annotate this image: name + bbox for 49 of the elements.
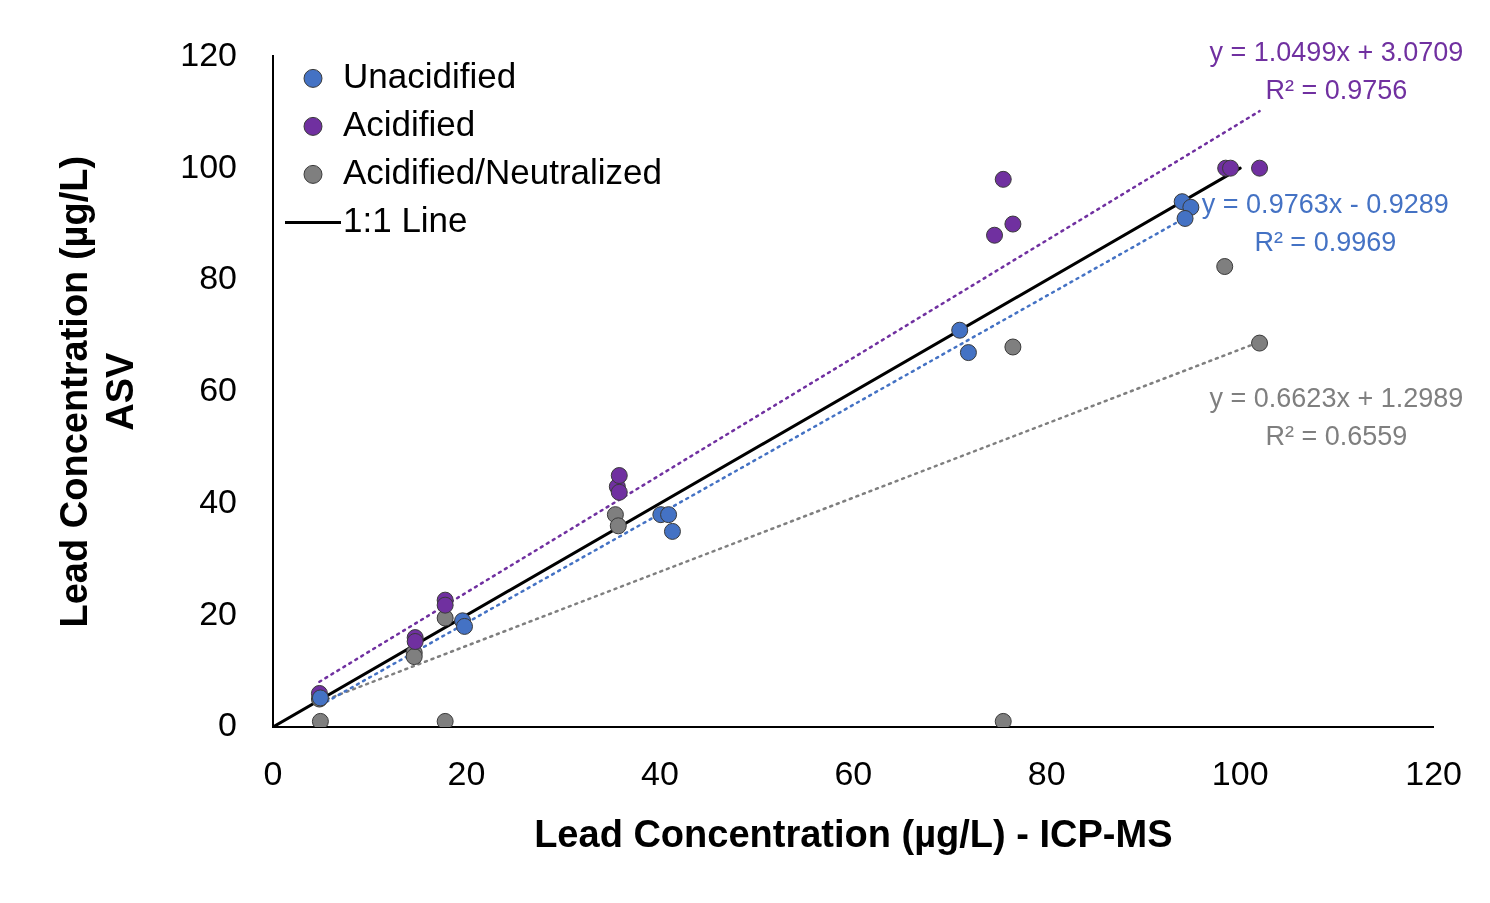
point bbox=[456, 617, 474, 635]
y-tick-label: 60 bbox=[199, 370, 237, 409]
point bbox=[951, 321, 969, 339]
y-tick-label: 100 bbox=[180, 146, 237, 185]
legend-label: Acidified bbox=[343, 104, 476, 144]
y-tick-label: 120 bbox=[180, 34, 237, 73]
point bbox=[610, 467, 628, 485]
series-label: y = 0.6623x + 1.2989 bbox=[1209, 383, 1464, 414]
x-tick-label: 20 bbox=[447, 753, 486, 792]
x-axis-title: Lead Concentration (µg/L) - ICP-MS bbox=[534, 812, 1173, 855]
x-tick-label: 80 bbox=[1027, 753, 1066, 792]
point bbox=[311, 712, 329, 727]
annotation: R² = 0.6559 bbox=[1265, 421, 1408, 452]
x-tick-label: 100 bbox=[1211, 753, 1269, 792]
point bbox=[610, 483, 628, 501]
point bbox=[1004, 338, 1022, 356]
point bbox=[1004, 215, 1022, 233]
point bbox=[436, 712, 454, 727]
point bbox=[406, 633, 424, 650]
series-label: y = 0.9763x - 0.9289 bbox=[1201, 189, 1449, 220]
x-tick-label: 0 bbox=[263, 753, 283, 792]
point bbox=[660, 506, 678, 524]
legend-label: Unacidified bbox=[343, 56, 517, 96]
y-tick-label: 20 bbox=[199, 593, 237, 632]
point bbox=[1216, 258, 1234, 276]
point bbox=[994, 170, 1012, 188]
point bbox=[1251, 334, 1269, 352]
legend-label: 1:1 Line bbox=[343, 200, 468, 240]
annotation: R² = 0.9969 bbox=[1254, 227, 1397, 258]
point bbox=[1251, 159, 1269, 177]
legend-label: Acidified/Neutralized bbox=[343, 152, 663, 192]
point bbox=[1176, 209, 1194, 227]
point bbox=[1222, 159, 1240, 177]
annotation: R² = 0.9756 bbox=[1265, 74, 1408, 105]
point bbox=[994, 712, 1012, 727]
text: y = 1.0499x + 3.0709 bbox=[1209, 36, 1464, 67]
x-tick-label: 40 bbox=[640, 753, 679, 792]
point bbox=[405, 648, 423, 666]
y-tick-label: 0 bbox=[218, 705, 237, 744]
x-tick-label: 120 bbox=[1405, 753, 1462, 792]
point bbox=[436, 596, 454, 614]
y-tick-label: 40 bbox=[199, 481, 237, 520]
y-axis-title: Lead Concentration (µg/L) ASV bbox=[53, 155, 141, 628]
point bbox=[959, 344, 977, 362]
point bbox=[986, 226, 1004, 244]
point bbox=[609, 517, 627, 535]
point bbox=[663, 522, 681, 540]
x-tick-label: 60 bbox=[834, 753, 873, 792]
y-tick-label: 80 bbox=[199, 258, 237, 297]
